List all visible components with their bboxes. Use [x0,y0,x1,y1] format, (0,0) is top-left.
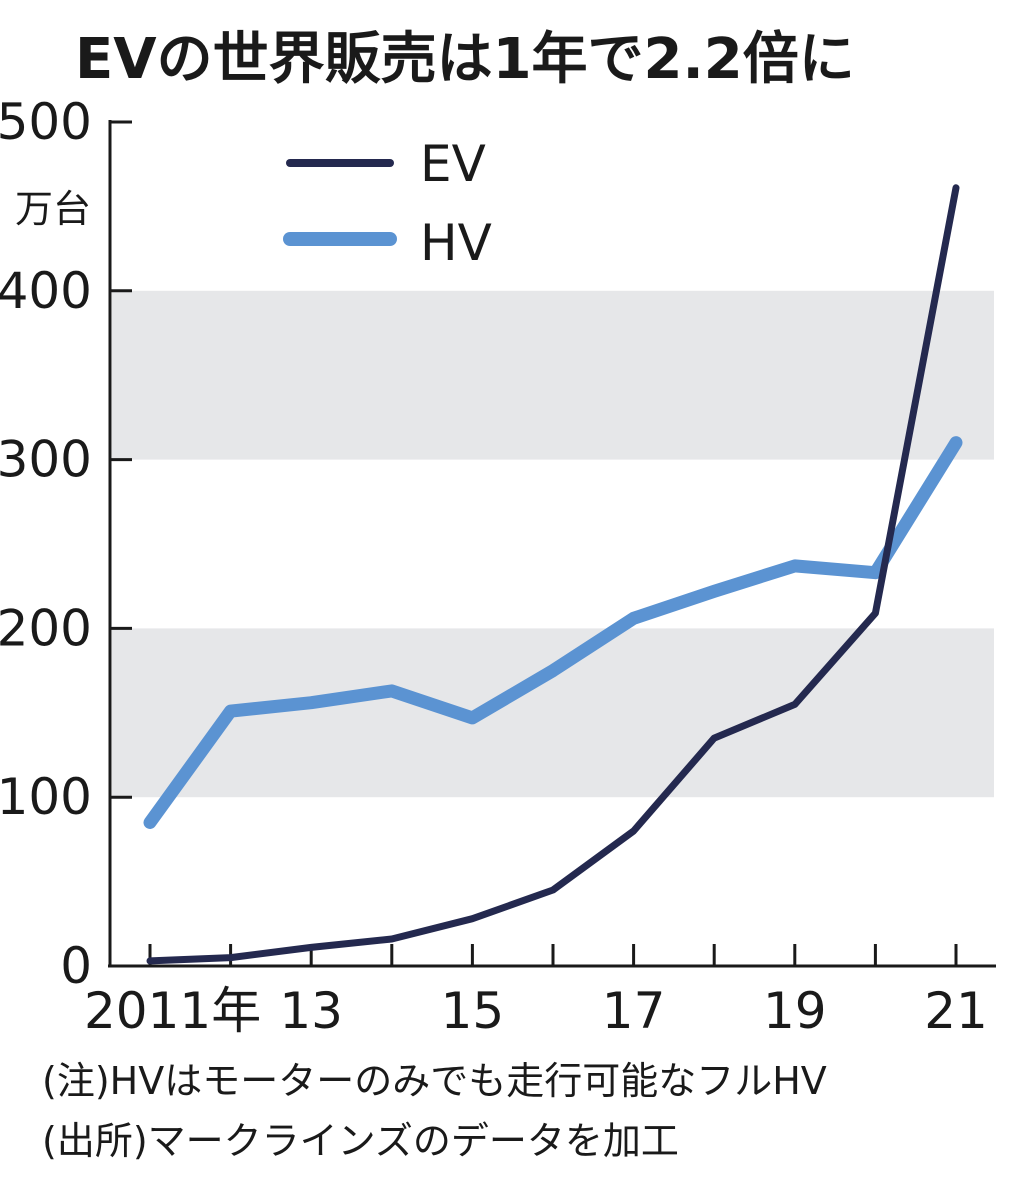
grid-bands [112,290,994,798]
y-tick-label-400: 400 [0,262,92,320]
x-tick-label-2013: 13 [279,982,343,1040]
series-line-ev [146,184,960,965]
legend-label-ev: EV [420,135,486,193]
x-tick-label-2021: 21 [924,982,988,1040]
source-text: (出所)マークラインズのデータを加工 [42,1119,679,1163]
y-axis-unit-label: 万台 [15,187,91,231]
note-text: (注)HVはモーターのみでも走行可能なフルHV [42,1059,827,1103]
legend: EV HV [283,135,492,272]
series-line-hv [143,436,963,829]
y-axis-ticks: 0 100 200 300 400 500 [0,93,132,995]
x-tick-label-2019: 19 [763,982,827,1040]
y-tick-label-200: 200 [0,599,92,657]
grid-band-1 [112,290,994,460]
x-tick-label-2015: 15 [441,982,505,1040]
legend-label-hv: HV [420,214,492,272]
x-tick-label-2011: 2011年 [84,982,261,1040]
y-tick-label-300: 300 [0,431,92,489]
series-lines [143,184,963,965]
x-axis-ticks: 2011年 13 15 17 19 21 [84,944,988,1040]
x-tick-label-2017: 17 [602,982,666,1040]
y-tick-label-100: 100 [0,768,92,826]
y-tick-label-500: 500 [0,93,92,151]
chart-title: EVの世界販売は1年で2.2倍に [75,27,855,92]
y-tick-label-0: 0 [60,937,92,995]
